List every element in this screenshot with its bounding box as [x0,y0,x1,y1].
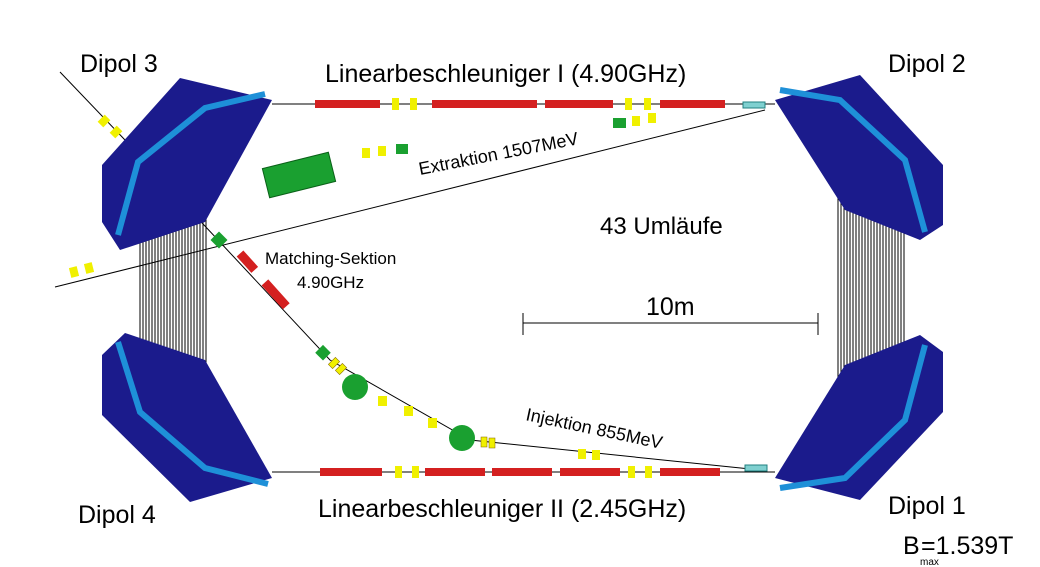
linac-2-components [320,464,768,478]
quadrupole-icon [645,466,652,478]
extraction-label: Extraktion 1507MeV [417,128,580,179]
quadrupole-icon [97,114,111,128]
quadrupole-icon [412,466,419,478]
bfield-label: B max =1.539T [903,532,1013,567]
dipol-1-label: Dipol 1 [888,492,966,520]
quadrupole-icon [378,146,386,156]
dipol-1-magnet [775,335,943,500]
cavity-icon [432,100,537,108]
steerer-icon [613,118,626,128]
cavity-icon [660,468,720,476]
quadrupole-icon [83,262,95,274]
quadrupole-icon [395,466,402,478]
dipol-3-line-components [97,114,123,139]
injection-label: Injektion 855MeV [524,404,664,452]
steerer-icon [210,231,228,249]
quadrupole-icon [410,98,417,110]
extraction-components [68,113,656,278]
cavity-icon [315,100,380,108]
cavity-icon [320,468,382,476]
steerer-icon [396,144,408,154]
dipol-2-magnet [775,75,943,240]
quadrupole-icon [334,362,348,376]
quadrupole-icon [592,450,600,460]
quadrupole-icon [378,396,387,406]
quadrupole-icon [648,113,656,123]
steerer-icon [315,344,331,361]
dipol-3-magnet [102,78,272,250]
quadrupole-icon [109,125,123,139]
buncher-cavity-icon [449,425,475,451]
quadrupole-icon [362,148,370,158]
quadrupole-icon [68,266,80,278]
cavity-icon [545,100,613,108]
scale-label: 10m [646,293,695,321]
cavity-icon [236,250,259,273]
bfield-symbol: B [903,532,920,560]
matching-section-components [210,231,600,460]
bfield-subscript: max [920,557,939,567]
quadrupole-icon [327,356,341,370]
dipol-2-label: Dipol 2 [888,50,966,78]
quadrupole-icon [578,449,586,459]
quadrupole-icon [632,116,640,126]
cavity-icon [560,468,620,476]
linac-2-label: Linearbeschleuniger II (2.45GHz) [318,495,686,523]
cavity-icon [660,100,725,108]
extraction-septum-magnet [261,151,337,199]
scale-bar [522,313,819,335]
bfield-value: =1.539T [921,532,1013,560]
dipol-4-label: Dipol 4 [78,501,156,529]
revolutions-label: 43 Umläufe [600,213,723,240]
quadrupole-icon [428,418,437,428]
cavity-icon [425,468,485,476]
dipol-3-label: Dipol 3 [80,50,158,78]
matching-section-label: Matching-Sektion [265,249,396,268]
cavity-icon [261,279,290,310]
quadrupole-icon [488,437,496,449]
buncher-cavity-icon [342,374,368,400]
linac-1-label: Linearbeschleuniger I (4.90GHz) [325,60,686,88]
steerer-icon [744,464,768,472]
quadrupole-icon [628,466,635,478]
dipol-4-magnet [102,333,272,502]
quadrupole-icon [480,436,488,448]
linac-1-components [315,98,766,110]
quadrupole-icon [404,406,413,416]
quadrupole-icon [392,98,399,110]
steerer-icon [742,101,766,109]
matching-frequency-label: 4.90GHz [297,273,364,292]
quadrupole-icon [625,98,632,110]
quadrupole-icon [644,98,651,110]
cavity-icon [492,468,552,476]
